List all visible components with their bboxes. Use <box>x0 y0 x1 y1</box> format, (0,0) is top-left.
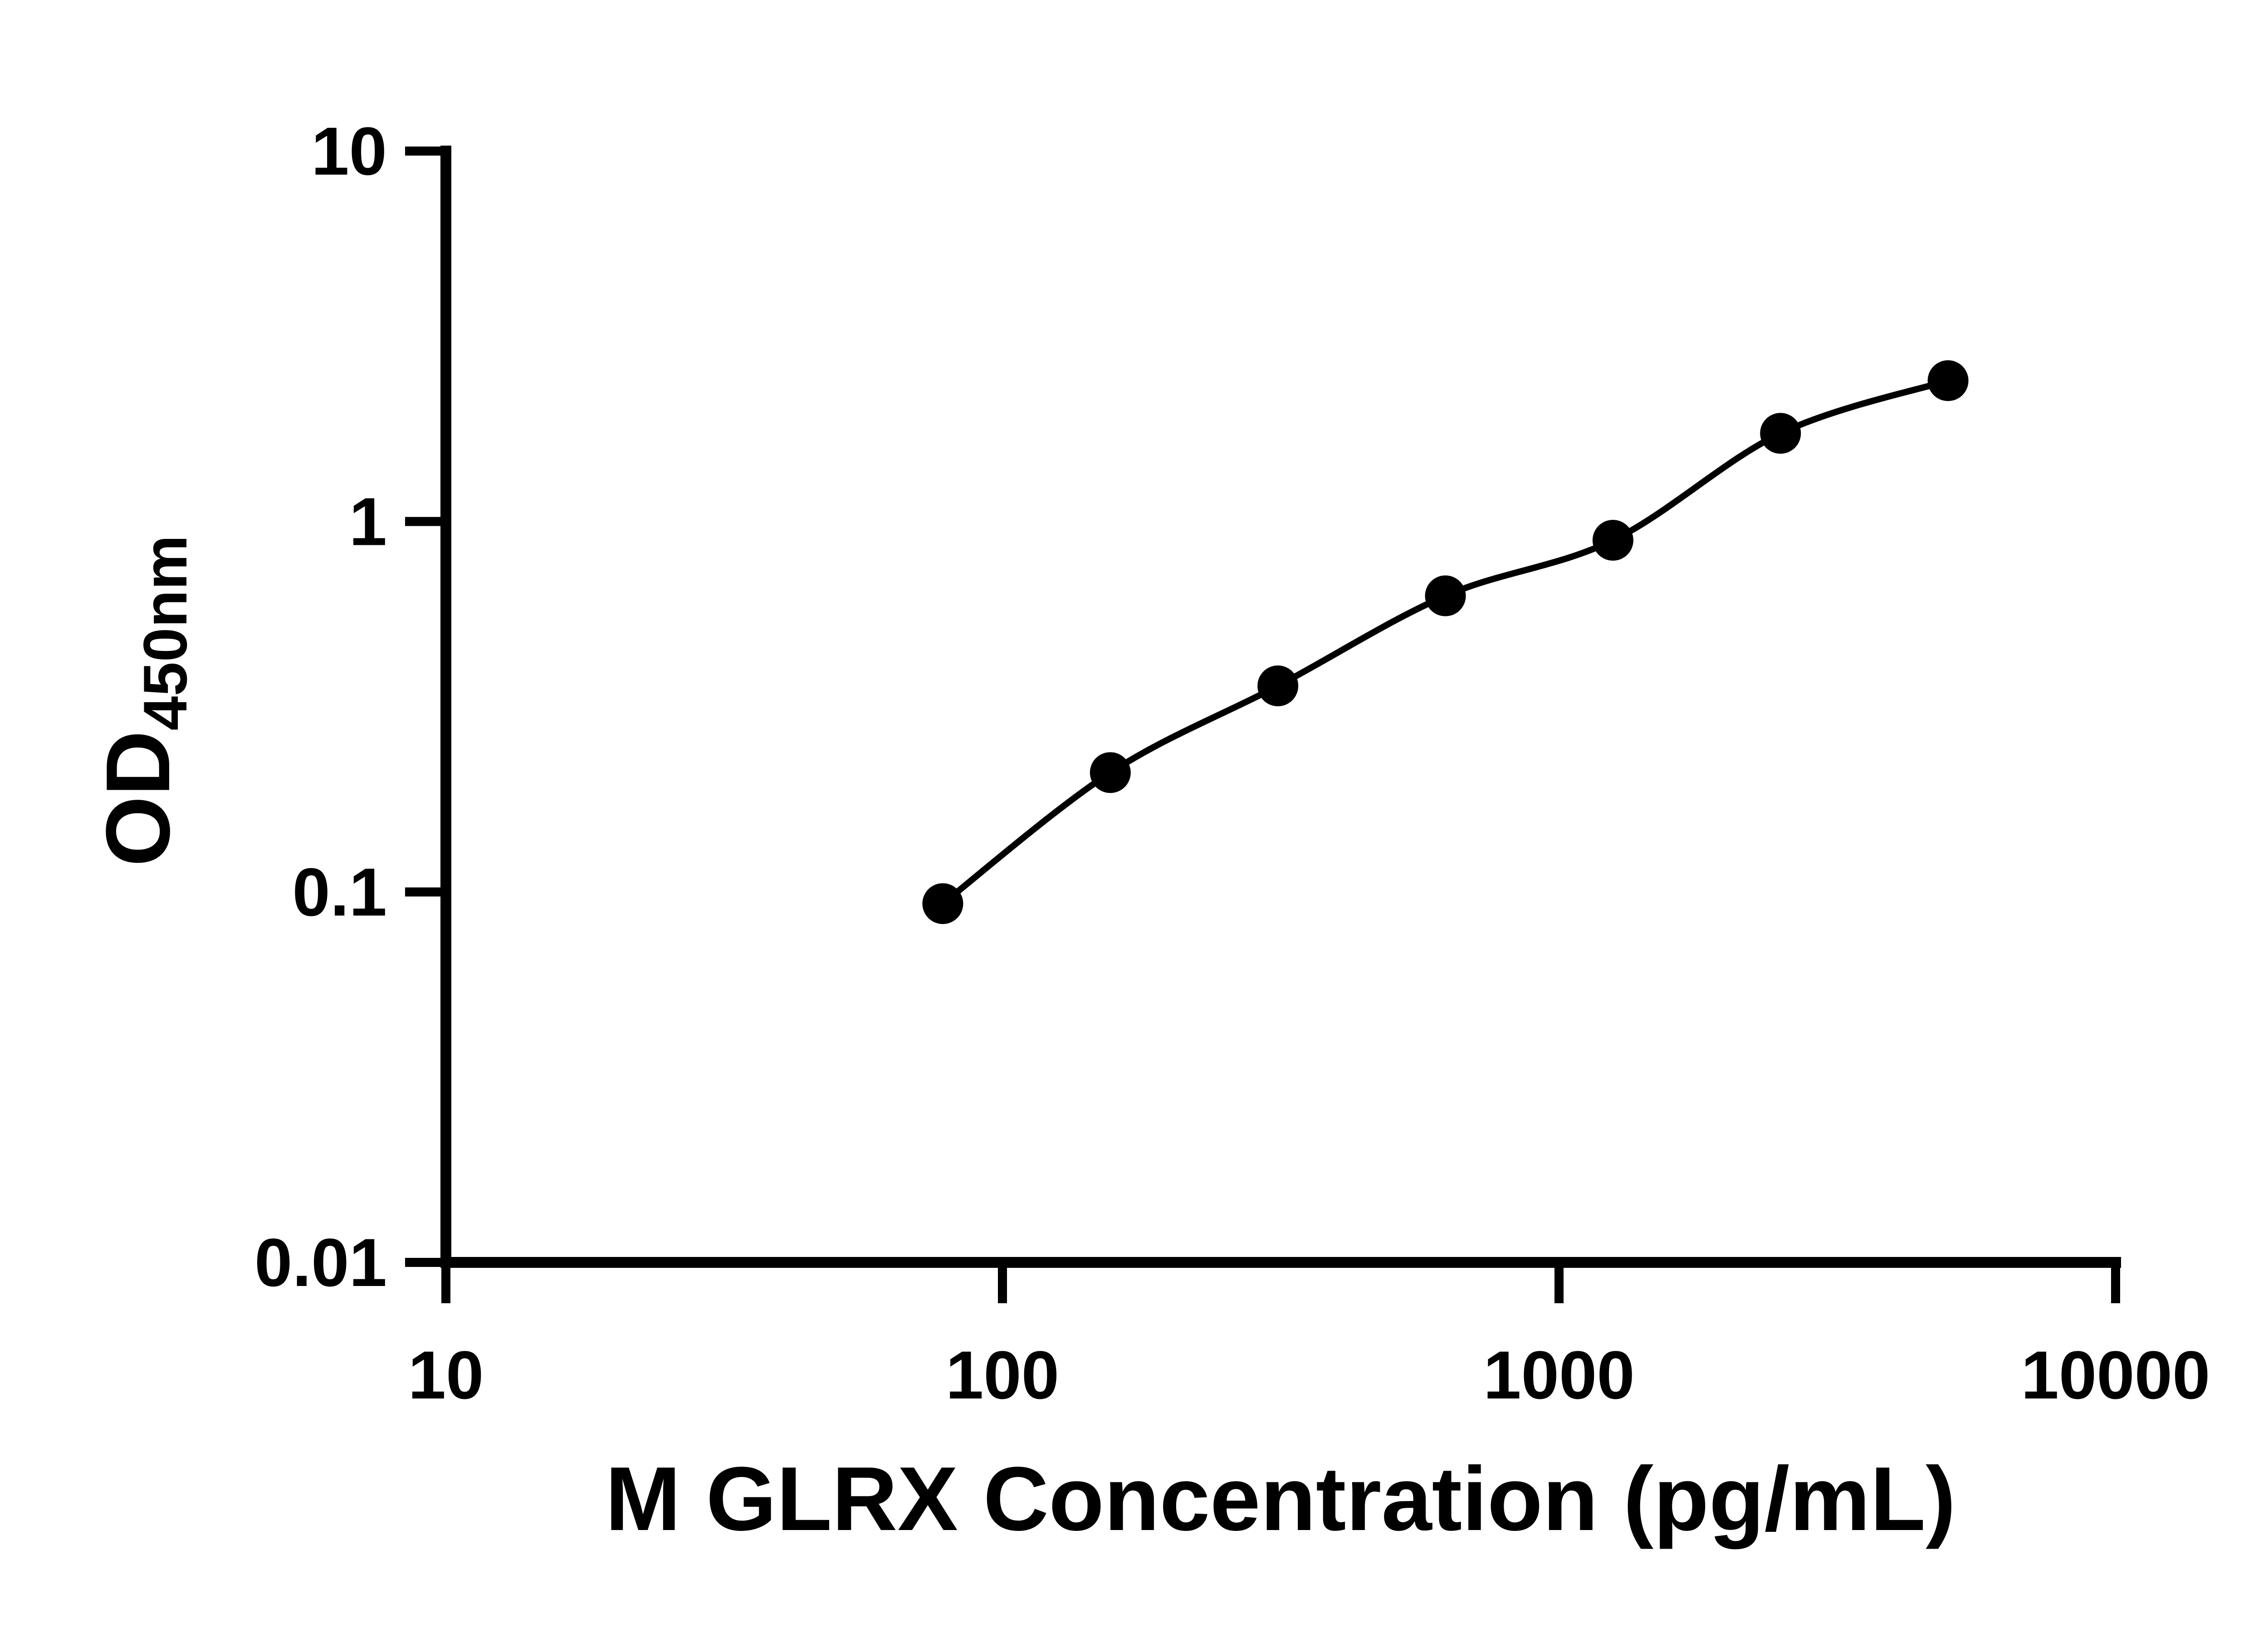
x-tick-label: 10000 <box>2021 1337 2210 1413</box>
data-point <box>1927 360 1969 401</box>
fit-curve <box>941 377 1949 906</box>
data-point <box>1760 413 1801 454</box>
y-axis-title-main: OD <box>87 730 189 867</box>
data-point <box>1090 752 1131 793</box>
data-point <box>1592 519 1633 561</box>
x-axis-title: M GLRX Concentration (pg/mL) <box>605 1448 1956 1550</box>
data-point <box>1425 575 1466 616</box>
y-tick-label: 0.01 <box>254 1224 387 1301</box>
x-tick-label: 10 <box>408 1337 484 1413</box>
y-tick-label: 10 <box>311 113 387 189</box>
x-tick-label: 1000 <box>1483 1337 1635 1413</box>
y-tick-label: 0.1 <box>292 854 387 930</box>
data-point <box>922 883 963 924</box>
axes <box>440 146 2121 1268</box>
data-point <box>1257 665 1299 707</box>
y-axis-title-subscript: 450nm <box>131 535 200 731</box>
x-tick-label: 100 <box>946 1337 1059 1413</box>
y-axis-title: OD450nm <box>86 535 200 867</box>
y-tick-label: 1 <box>349 484 387 560</box>
